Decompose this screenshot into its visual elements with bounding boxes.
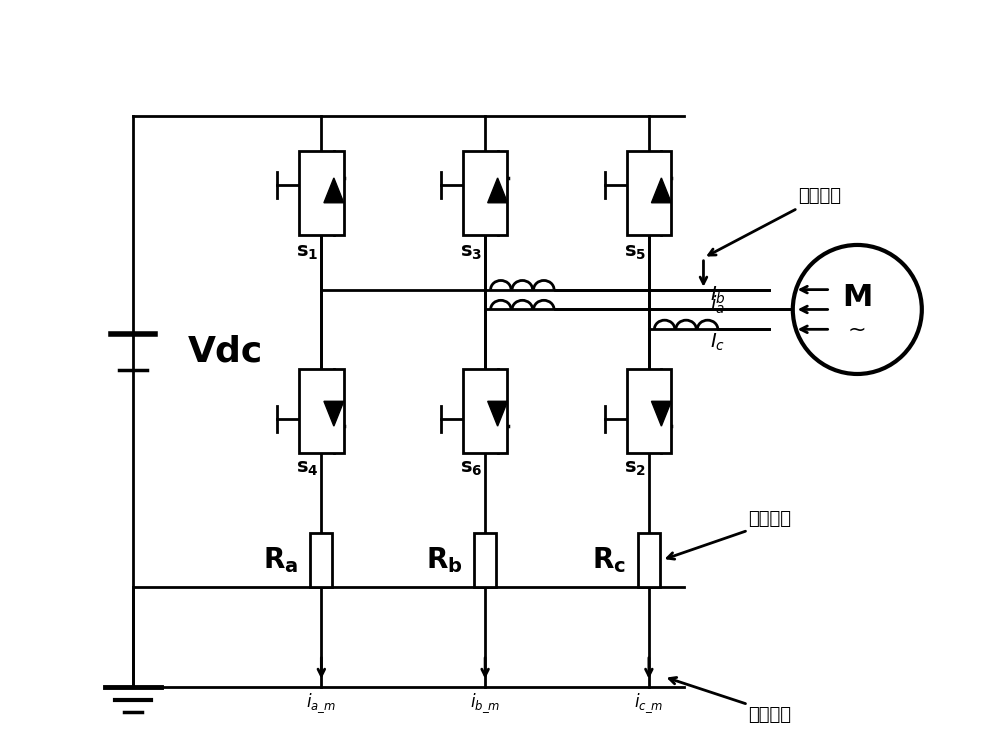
Text: 电机电流: 电机电流	[798, 187, 841, 205]
Text: 采样电流: 采样电流	[748, 707, 791, 725]
Text: $\mathbf{R_b}$: $\mathbf{R_b}$	[426, 545, 462, 575]
Text: $\mathbf{R_a}$: $\mathbf{R_a}$	[263, 545, 299, 575]
Text: $\mathbf{s_2}$: $\mathbf{s_2}$	[624, 459, 646, 478]
Bar	[627, 151, 671, 235]
Text: $\mathbf{s_1}$: $\mathbf{s_1}$	[296, 243, 319, 262]
Polygon shape	[651, 178, 671, 203]
Bar	[299, 151, 344, 235]
Text: 采样电阮: 采样电阮	[748, 510, 791, 528]
Polygon shape	[488, 401, 508, 426]
Bar	[463, 151, 507, 235]
Text: ~: ~	[848, 319, 867, 339]
Text: $i_{c\_m}$: $i_{c\_m}$	[634, 692, 664, 715]
Text: $\mathbf{s_5}$: $\mathbf{s_5}$	[624, 243, 646, 262]
Polygon shape	[488, 178, 508, 203]
Text: $i_a$: $i_a$	[710, 294, 725, 316]
Text: $I_c$: $I_c$	[710, 331, 725, 353]
Bar	[638, 533, 660, 587]
Bar	[463, 369, 507, 453]
Polygon shape	[324, 178, 344, 203]
Text: $\mathbf{s_6}$: $\mathbf{s_6}$	[460, 459, 482, 478]
Polygon shape	[651, 401, 671, 426]
Text: $\mathbf{R_c}$: $\mathbf{R_c}$	[592, 545, 626, 575]
Text: Vdc: Vdc	[187, 335, 263, 369]
Text: M: M	[842, 283, 872, 312]
Text: $\mathbf{s_3}$: $\mathbf{s_3}$	[460, 243, 482, 262]
Text: $i_{a\_m}$: $i_{a\_m}$	[306, 692, 336, 715]
Text: $\mathbf{s_4}$: $\mathbf{s_4}$	[296, 459, 319, 478]
Bar	[474, 533, 496, 587]
Bar	[627, 369, 671, 453]
Bar	[310, 533, 332, 587]
Bar	[299, 369, 344, 453]
Polygon shape	[324, 401, 344, 426]
Text: $I_b$: $I_b$	[710, 285, 726, 307]
Circle shape	[793, 245, 922, 374]
Text: $i_{b\_m}$: $i_{b\_m}$	[470, 692, 500, 715]
